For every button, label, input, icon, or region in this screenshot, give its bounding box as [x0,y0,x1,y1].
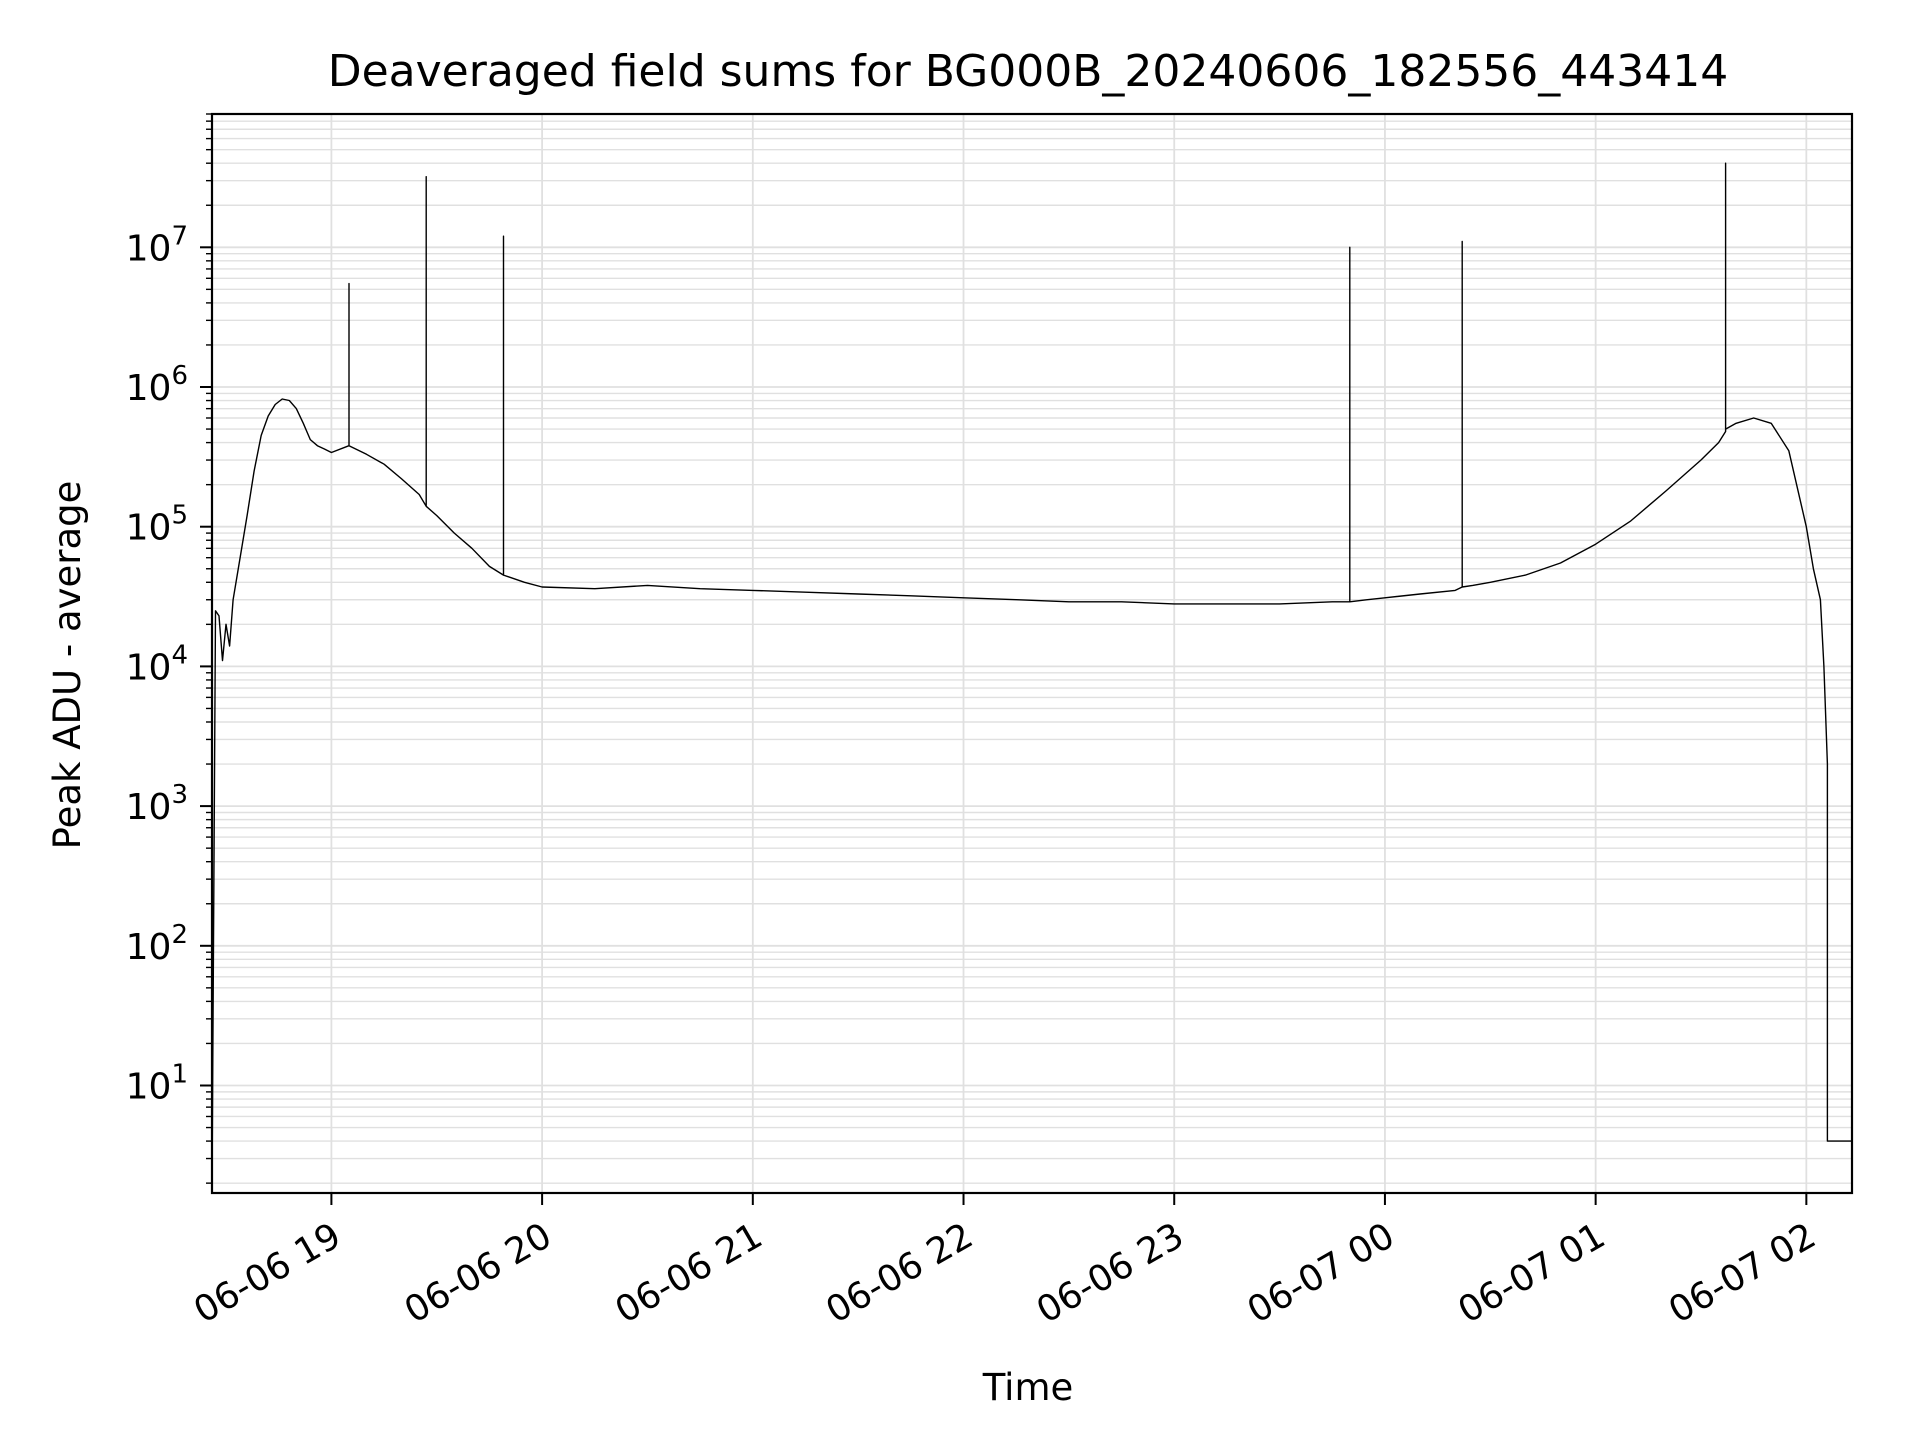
axis-layer: 06-06 19 06-06 20 06-06 21 06-06 22 06-06 23… [126,114,1823,1332]
x-tick-label: 06-06 19 [187,1215,348,1331]
y-tick-label: 103 [126,780,188,828]
y-tick-label: 101 [126,1059,188,1107]
y-tick-label: 106 [126,361,188,409]
x-tick-label: 06-07 01 [1451,1215,1612,1331]
x-axis-label: Time [982,1366,1074,1409]
y-tick-label: 102 [126,920,188,968]
x-tick-label: 06-06 20 [398,1215,559,1331]
x-tick-label: 06-06 23 [1030,1215,1191,1331]
series-layer [212,163,1852,1193]
y-tick-label: 104 [126,640,188,688]
y-tick-label: 107 [126,221,188,269]
x-tick-label: 06-06 21 [609,1215,770,1331]
plot-frame [212,114,1852,1193]
x-tick-label: 06-07 00 [1241,1215,1402,1331]
y-axis-label: Peak ADU - average [46,481,89,850]
y-tick-label: 105 [126,501,188,549]
series-line [212,163,1852,1193]
x-tick-label: 06-07 02 [1662,1215,1823,1331]
grid-layer [212,114,1852,1193]
x-tick-label: 06-06 22 [819,1215,980,1331]
chart-title: Deaveraged field sums for BG000B_2024060… [328,46,1729,97]
